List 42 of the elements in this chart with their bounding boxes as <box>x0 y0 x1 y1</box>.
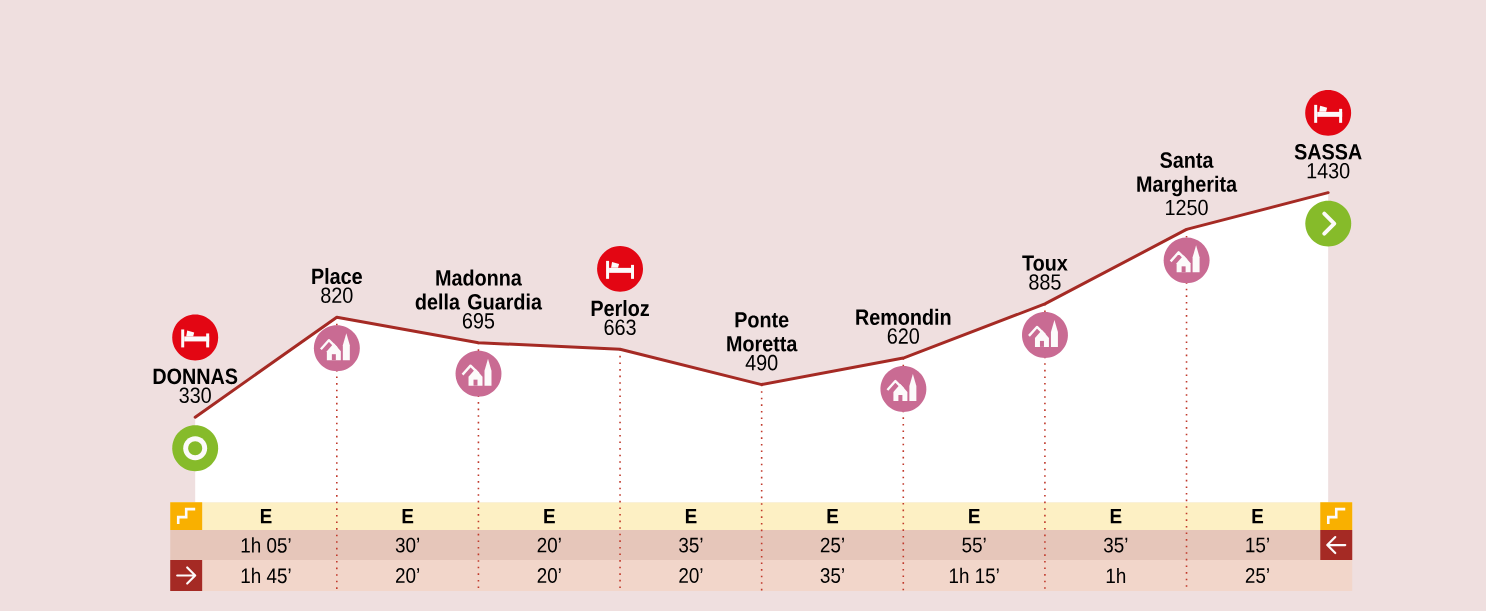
x-tick-label: Madonna della Guardia <box>415 269 543 310</box>
data-label: 820 <box>321 287 353 304</box>
data-label: 663 <box>604 319 636 336</box>
x-tick-label: Perloz <box>591 300 649 317</box>
x-tick-label: DONNAS <box>153 368 238 385</box>
text: 20’ <box>537 568 561 583</box>
text: 35’ <box>679 537 703 553</box>
x-tick-label: Ponte Moretta <box>727 312 798 352</box>
text: 1h 45’ <box>241 567 291 584</box>
x-tick-label: Place <box>312 267 362 285</box>
text: E <box>969 508 980 524</box>
text: 35’ <box>1103 537 1128 553</box>
data-label: 620 <box>887 328 920 344</box>
data-label: 1430 <box>1307 162 1350 179</box>
x-tick-label: SASSA <box>1294 144 1362 160</box>
x-tick-label: Toux <box>1022 255 1068 271</box>
text: E <box>402 508 414 524</box>
text: E <box>260 508 272 524</box>
text: E <box>544 508 555 524</box>
text: 15’ <box>1246 537 1269 553</box>
data-label: 1250 <box>1166 199 1208 216</box>
text: E <box>827 508 839 524</box>
data-label: 885 <box>1029 274 1061 290</box>
text: E <box>685 508 697 524</box>
data-label: 330 <box>179 387 211 404</box>
x-tick-label: Remondin <box>856 308 951 325</box>
text: 1h <box>1106 567 1126 584</box>
text: E <box>1110 508 1122 524</box>
data-label: 490 <box>745 354 778 371</box>
text: 30’ <box>395 537 420 553</box>
text: 25’ <box>1245 568 1269 583</box>
text: 35’ <box>820 568 844 583</box>
text: 1h 15’ <box>949 567 999 584</box>
x-tick-label: Santa Margherita <box>1137 152 1238 197</box>
text: 1h 05’ <box>241 537 291 553</box>
text: E <box>1252 508 1264 524</box>
text: 25’ <box>820 537 844 553</box>
text: 55’ <box>962 537 986 553</box>
text: 20’ <box>395 568 420 583</box>
text: 20’ <box>537 537 561 553</box>
text: 20’ <box>679 568 703 583</box>
data-label: 695 <box>462 313 495 329</box>
